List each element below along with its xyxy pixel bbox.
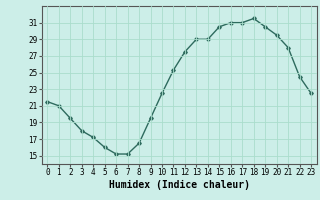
X-axis label: Humidex (Indice chaleur): Humidex (Indice chaleur) xyxy=(109,180,250,190)
